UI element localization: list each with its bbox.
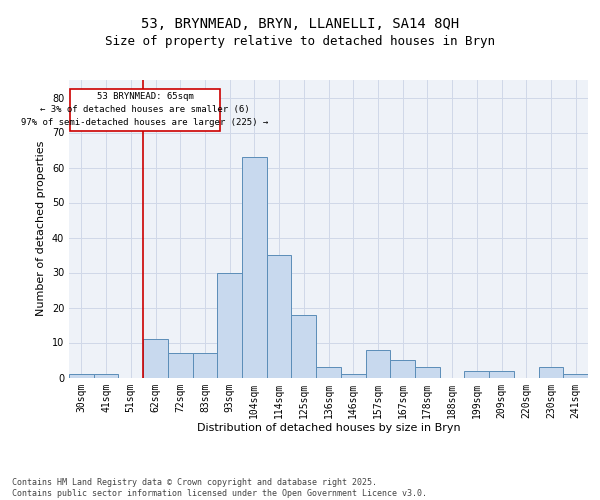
Bar — [316, 367, 341, 378]
Bar — [143, 339, 168, 378]
Text: 53 BRYNMEAD: 65sqm
← 3% of detached houses are smaller (6)
97% of semi-detached : 53 BRYNMEAD: 65sqm ← 3% of detached hous… — [22, 92, 269, 128]
Bar — [464, 370, 489, 378]
Bar — [242, 157, 267, 378]
Bar — [539, 367, 563, 378]
Bar — [415, 367, 440, 378]
Bar — [292, 314, 316, 378]
Y-axis label: Number of detached properties: Number of detached properties — [36, 141, 46, 316]
Bar — [365, 350, 390, 378]
Bar — [267, 255, 292, 378]
Text: 53, BRYNMEAD, BRYN, LLANELLI, SA14 8QH: 53, BRYNMEAD, BRYN, LLANELLI, SA14 8QH — [141, 18, 459, 32]
Bar — [217, 272, 242, 378]
Bar — [94, 374, 118, 378]
Bar — [489, 370, 514, 378]
Text: Size of property relative to detached houses in Bryn: Size of property relative to detached ho… — [105, 35, 495, 48]
Text: Contains HM Land Registry data © Crown copyright and database right 2025.
Contai: Contains HM Land Registry data © Crown c… — [12, 478, 427, 498]
X-axis label: Distribution of detached houses by size in Bryn: Distribution of detached houses by size … — [197, 423, 460, 433]
Bar — [563, 374, 588, 378]
Bar — [69, 374, 94, 378]
Bar — [168, 353, 193, 378]
Bar — [341, 374, 365, 378]
Bar — [70, 89, 220, 130]
Bar — [193, 353, 217, 378]
Bar — [390, 360, 415, 378]
